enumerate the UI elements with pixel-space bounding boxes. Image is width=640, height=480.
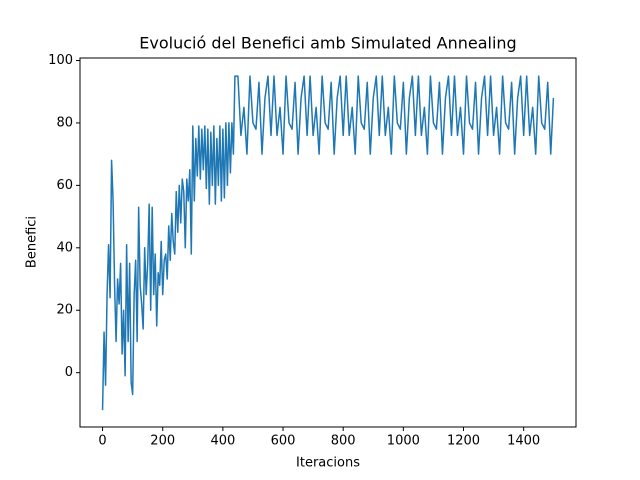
x-tick-label: 600 bbox=[271, 434, 296, 449]
y-axis-label: Benefici bbox=[25, 216, 40, 268]
x-tick-label: 0 bbox=[98, 434, 106, 449]
y-tick-label: 100 bbox=[48, 53, 73, 68]
y-tick-label: 0 bbox=[65, 365, 73, 380]
data-line bbox=[101, 75, 555, 411]
x-tick-label: 400 bbox=[210, 434, 235, 449]
x-axis-label: Iteracions bbox=[296, 456, 360, 471]
x-tick-label: 1200 bbox=[447, 434, 480, 449]
y-tick-label: 20 bbox=[56, 303, 73, 318]
x-tick-label: 1400 bbox=[507, 434, 540, 449]
y-tick-label: 40 bbox=[56, 240, 73, 255]
y-tick-label: 80 bbox=[56, 115, 73, 130]
x-tick-label: 1000 bbox=[387, 434, 420, 449]
x-tick-label: 200 bbox=[150, 434, 175, 449]
x-tick-label: 800 bbox=[331, 434, 356, 449]
y-tick-label: 60 bbox=[56, 178, 73, 193]
axes-frame bbox=[79, 57, 577, 428]
chart-title: Evolució del Benefici amb Simulated Anne… bbox=[139, 34, 516, 53]
